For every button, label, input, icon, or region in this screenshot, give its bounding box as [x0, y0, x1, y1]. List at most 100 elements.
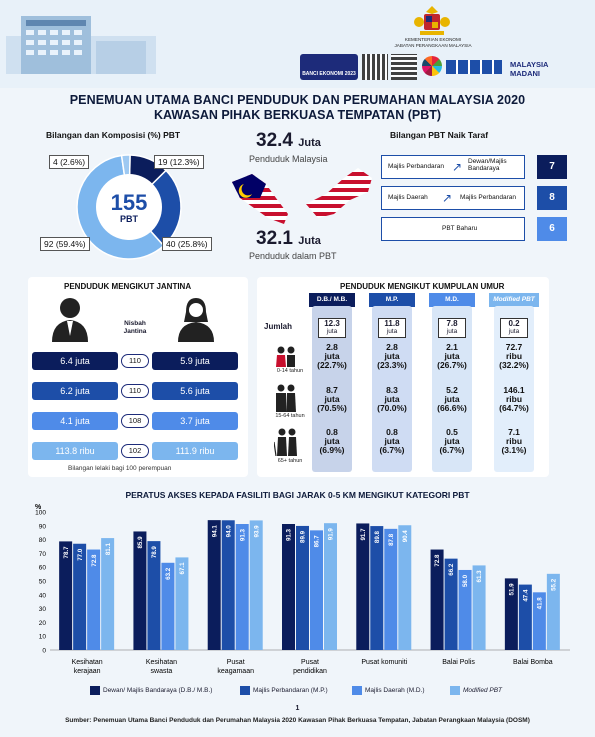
- bar-5-2: [370, 526, 384, 650]
- male-value-3: 4.1 juta: [32, 412, 118, 430]
- age-value: 8.3: [386, 385, 398, 395]
- social-media-icons: [446, 60, 502, 74]
- chart-legend: Dewan/ Majlis Bandaraya (D.B./ M.B.) Maj…: [90, 684, 560, 698]
- age-percent: (23.3%): [377, 360, 407, 370]
- age-cell-2-2: 8.3 juta (70.0%): [372, 386, 412, 413]
- bar-value-label: 90.4: [402, 530, 409, 543]
- upgrade-row-3-count: 6: [537, 217, 567, 241]
- gender-heading: PENDUDUK MENGIKUT JANTINA: [64, 282, 192, 291]
- upgrade-row-1-from: Majlis Perbandaran: [388, 163, 445, 170]
- chart-title: PERATUS AKSES KEPADA FASILITI BAGI JARAK…: [125, 490, 470, 500]
- ministry-line2: JABATAN PERANGKAAN MALAYSIA: [394, 42, 472, 48]
- age-unit: juta: [384, 351, 400, 361]
- bar-value-label: 61.3: [476, 570, 483, 583]
- age-percent: (22.7%): [317, 360, 347, 370]
- jumlah-label: Jumlah: [264, 322, 293, 331]
- female-value-3: 3.7 juta: [152, 412, 238, 430]
- y-tick-label: 60: [39, 565, 47, 572]
- pbt-total-label: PBT: [120, 214, 138, 224]
- age-value: 5.2: [446, 385, 458, 395]
- trend-up-icon-2: ↗: [442, 191, 453, 205]
- bar-1-2: [73, 543, 87, 650]
- upgrade-row-3: PBT Baharu: [381, 217, 525, 241]
- elderly-icon: [274, 428, 297, 456]
- bar-7-2: [518, 584, 532, 650]
- trend-up-icon: ↗: [452, 160, 463, 174]
- upgrade-row-2-to: Majlis Perbandaran: [460, 194, 517, 201]
- x-tick-label: Pusat komuniti: [361, 659, 407, 666]
- ratio-label-line2: Jantina: [123, 328, 147, 335]
- legend-label-3: Majlis Daerah (M.D.): [365, 687, 425, 694]
- bar-value-label: 47.4: [522, 589, 529, 602]
- pbt-total-value: 155: [110, 190, 148, 215]
- female-value-4: 111.9 ribu: [152, 442, 238, 460]
- upgrade-row-2-from: Majlis Daerah: [388, 194, 428, 201]
- bar-value-label: 63.2: [165, 567, 172, 580]
- age-unit: juta: [324, 394, 340, 404]
- bar-value-label: 78.9: [151, 546, 158, 559]
- composition-heading: Bilangan dan Komposisi (%) PBT: [46, 130, 181, 140]
- age-heading: PENDUDUK MENGIKUT KUMPULAN UMUR: [340, 282, 505, 291]
- pbt-population-label: Penduduk dalam PBT: [249, 251, 337, 261]
- pbt-total: 155 PBT: [94, 190, 164, 225]
- age-unit: juta: [384, 436, 400, 446]
- bar-value-label: 89.9: [300, 530, 307, 543]
- coat-of-arms-logo: [414, 6, 450, 35]
- age-percent: (3.1%): [501, 445, 527, 455]
- age-total-4: 0.2 juta: [500, 318, 528, 338]
- age-cell-3-2: 5.2 juta (66.6%): [432, 386, 472, 413]
- bar-value-label: 81.1: [105, 543, 112, 556]
- title-line2: KAWASAN PIHAK BERKUASA TEMPATAN (PBT): [153, 108, 442, 122]
- bar-value-label: 94.0: [225, 525, 232, 538]
- age-value: 72.7: [505, 342, 523, 352]
- x-tick-label: Kesihatan: [146, 659, 177, 666]
- bar-value-label: 91.9: [328, 528, 335, 541]
- y-tick-label: 10: [39, 634, 47, 641]
- age-cell-1-1: 2.8 juta (22.7%): [312, 343, 352, 370]
- age-total-unit-4: juta: [508, 328, 520, 335]
- age-total-unit-3: juta: [446, 328, 458, 335]
- bar-7-3: [532, 592, 546, 650]
- age-unit: juta: [444, 436, 460, 446]
- bar-4-4: [324, 523, 337, 650]
- age-percent: (32.2%): [499, 360, 529, 370]
- ratio-value-1: 110: [121, 354, 149, 368]
- bar-value-label: 89.8: [374, 531, 381, 544]
- bar-5-1: [356, 523, 370, 650]
- age-percent: (66.6%): [437, 403, 467, 413]
- bar-4-3: [310, 530, 323, 650]
- male-value-2: 6.2 juta: [32, 382, 118, 400]
- legend-swatch-3: [352, 686, 362, 695]
- pbt-population-unit: Juta: [298, 235, 321, 247]
- age-unit: juta: [324, 351, 340, 361]
- upgrade-row-1: Majlis Perbandaran ↗ Dewan/Majlis Bandar…: [381, 155, 525, 179]
- age-unit: juta: [444, 351, 460, 361]
- madani-line2: MADANI: [510, 69, 540, 78]
- bar-value-label: 85.9: [137, 536, 144, 549]
- ratio-value-3: 108: [121, 414, 149, 428]
- ministry-line1: KEMENTERIAN EKONOMI: [404, 37, 462, 42]
- age-unit: juta: [324, 436, 340, 446]
- age-unit: ribu: [505, 351, 523, 361]
- bar-3-1: [207, 520, 221, 650]
- malaysia-population-label: Penduduk Malaysia: [249, 154, 328, 164]
- male-value-1: 6.4 juta: [32, 352, 118, 370]
- pbt-donut-chart: [76, 154, 182, 260]
- age-col-head-2: M.P.: [369, 293, 415, 307]
- age-value: 0.8: [326, 427, 338, 437]
- bar-4-1: [282, 524, 295, 650]
- female-value-2: 5.6 juta: [152, 382, 238, 400]
- age-total-value-2: 11.8: [384, 319, 400, 328]
- malaysia-flag-map: [232, 168, 372, 224]
- age-value: 0.5: [446, 427, 458, 437]
- bar-1-3: [87, 549, 101, 650]
- bar-6-4: [472, 565, 486, 650]
- age-cell-1-2: 8.7 juta (70.5%): [312, 386, 352, 413]
- y-tick-label: 30: [39, 606, 47, 613]
- age-total-unit-2: juta: [386, 328, 398, 335]
- age-value: 8.7: [326, 385, 338, 395]
- y-tick-label: 20: [39, 620, 47, 627]
- qr-code-icon: [362, 54, 388, 80]
- age-cell-4-3: 7.1 ribu (3.1%): [494, 428, 534, 455]
- qr-code-icon-2: [391, 54, 417, 80]
